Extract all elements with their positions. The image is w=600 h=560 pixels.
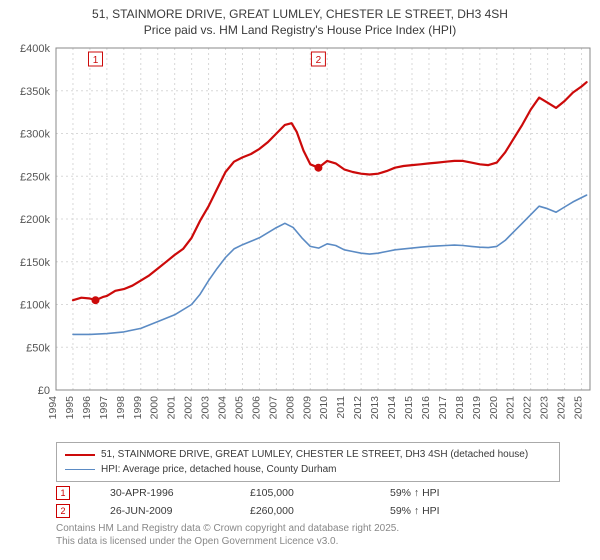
title-line-1: 51, STAINMORE DRIVE, GREAT LUMLEY, CHEST… xyxy=(92,7,508,21)
svg-text:2025: 2025 xyxy=(573,396,585,420)
svg-text:2006: 2006 xyxy=(250,396,262,420)
svg-text:£100k: £100k xyxy=(20,300,50,312)
legend-label: 51, STAINMORE DRIVE, GREAT LUMLEY, CHEST… xyxy=(101,447,528,462)
svg-text:2017: 2017 xyxy=(437,396,449,420)
sale-marker-index: 2 xyxy=(56,504,70,518)
sale-dot xyxy=(314,164,322,172)
svg-text:2015: 2015 xyxy=(403,396,415,420)
svg-text:2011: 2011 xyxy=(335,396,347,419)
svg-text:£350k: £350k xyxy=(20,86,50,98)
svg-text:2000: 2000 xyxy=(149,396,161,420)
svg-text:1999: 1999 xyxy=(132,396,144,420)
sale-markers-table: 1 30-APR-1996 £105,000 59% ↑ HPI 2 26-JUN-200… xyxy=(56,486,560,518)
chart-title: 51, STAINMORE DRIVE, GREAT LUMLEY, CHEST… xyxy=(0,0,600,40)
svg-text:2008: 2008 xyxy=(284,396,296,420)
sale-marker-number: 2 xyxy=(316,55,322,66)
svg-text:1996: 1996 xyxy=(81,396,93,420)
svg-text:£50k: £50k xyxy=(26,343,50,355)
legend-swatch xyxy=(65,469,95,470)
svg-text:£0: £0 xyxy=(38,385,50,397)
svg-text:£300k: £300k xyxy=(20,129,50,141)
footnote-line-1: Contains HM Land Registry data © Crown c… xyxy=(56,523,399,534)
svg-text:£400k: £400k xyxy=(20,43,50,55)
svg-text:1998: 1998 xyxy=(115,396,127,420)
svg-text:2022: 2022 xyxy=(522,396,534,420)
legend: 51, STAINMORE DRIVE, GREAT LUMLEY, CHEST… xyxy=(56,442,560,482)
svg-text:2012: 2012 xyxy=(352,396,364,420)
svg-text:£150k: £150k xyxy=(20,257,50,269)
sale-marker-number: 1 xyxy=(93,55,99,66)
svg-text:2019: 2019 xyxy=(471,396,483,420)
footnote-line-2: This data is licensed under the Open Gov… xyxy=(56,536,338,547)
svg-text:£250k: £250k xyxy=(20,172,50,184)
svg-text:2009: 2009 xyxy=(301,396,313,420)
sale-dot xyxy=(91,297,99,305)
sale-marker-price: £105,000 xyxy=(250,487,350,499)
svg-text:2004: 2004 xyxy=(217,396,229,420)
house-price-chart-card: 51, STAINMORE DRIVE, GREAT LUMLEY, CHEST… xyxy=(0,0,600,560)
legend-swatch xyxy=(65,454,95,456)
sale-marker-row: 1 30-APR-1996 £105,000 59% ↑ HPI xyxy=(56,486,560,500)
svg-text:£200k: £200k xyxy=(20,214,50,226)
svg-text:1995: 1995 xyxy=(64,396,76,420)
svg-text:1994: 1994 xyxy=(47,396,59,420)
svg-text:2001: 2001 xyxy=(166,396,178,420)
svg-text:2007: 2007 xyxy=(267,396,279,420)
svg-text:2010: 2010 xyxy=(318,396,330,420)
svg-text:2024: 2024 xyxy=(556,396,568,420)
svg-text:2014: 2014 xyxy=(386,396,398,420)
sale-marker-index: 1 xyxy=(56,486,70,500)
sale-marker-row: 2 26-JUN-2009 £260,000 59% ↑ HPI xyxy=(56,504,560,518)
sale-marker-date: 30-APR-1996 xyxy=(110,487,210,499)
chart-area: £0 £50k £100k £150k £200k £250k £300k £350k £400… xyxy=(0,40,600,438)
legend-label: HPI: Average price, detached house, Coun… xyxy=(101,462,337,477)
svg-text:2002: 2002 xyxy=(183,396,195,420)
svg-text:2005: 2005 xyxy=(233,396,245,420)
line-chart-svg: £0 £50k £100k £150k £200k £250k £300k £350k £400… xyxy=(0,40,600,438)
legend-item: 51, STAINMORE DRIVE, GREAT LUMLEY, CHEST… xyxy=(65,447,551,462)
svg-text:2018: 2018 xyxy=(454,396,466,420)
svg-text:2020: 2020 xyxy=(488,396,500,420)
svg-text:2023: 2023 xyxy=(539,396,551,420)
svg-text:2013: 2013 xyxy=(369,396,381,420)
footnote: Contains HM Land Registry data © Crown c… xyxy=(56,522,560,548)
svg-text:2016: 2016 xyxy=(420,396,432,420)
svg-text:1997: 1997 xyxy=(98,396,110,420)
sale-marker-date: 26-JUN-2009 xyxy=(110,505,210,517)
title-line-2: Price paid vs. HM Land Registry's House … xyxy=(144,23,456,37)
legend-item: HPI: Average price, detached house, Coun… xyxy=(65,462,551,477)
svg-text:2003: 2003 xyxy=(200,396,212,420)
svg-text:2021: 2021 xyxy=(505,396,517,420)
sale-marker-price: £260,000 xyxy=(250,505,350,517)
sale-marker-hpi: 59% ↑ HPI xyxy=(390,487,560,499)
sale-marker-hpi: 59% ↑ HPI xyxy=(390,505,560,517)
